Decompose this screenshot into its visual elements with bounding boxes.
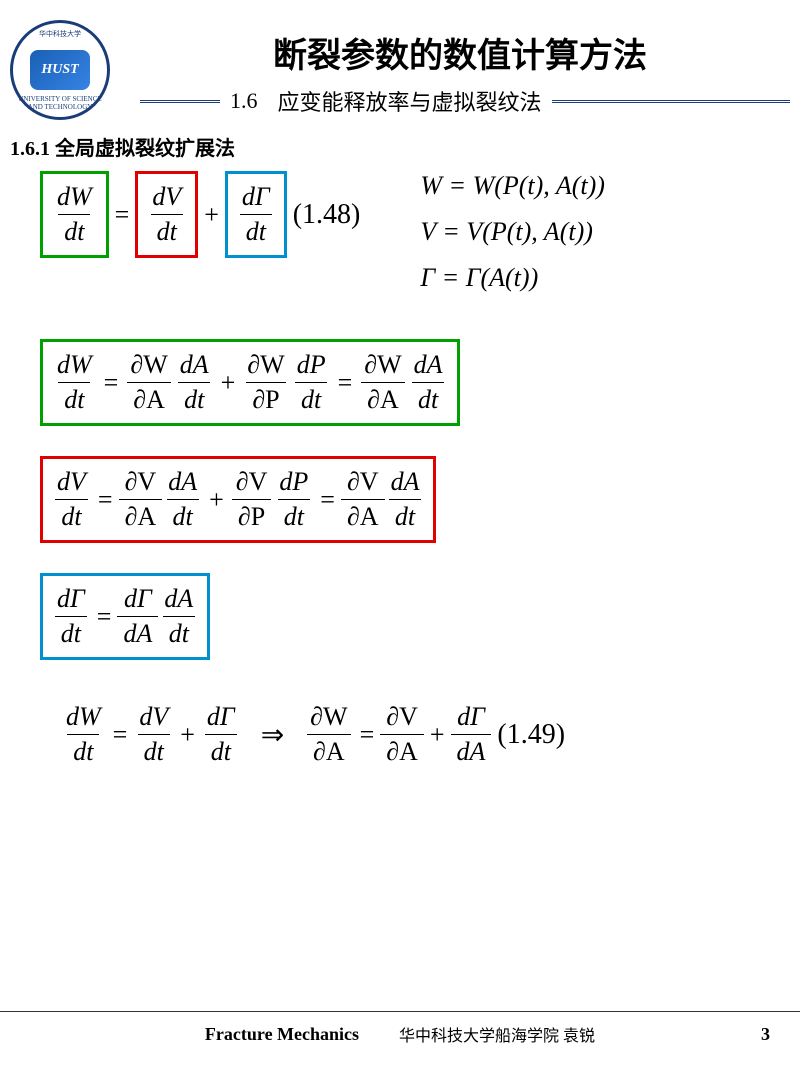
section-name: 应变能释放率与虚拟裂纹法: [278, 85, 542, 117]
section-number: 1.6: [230, 88, 258, 114]
equation-1-48: dWdt = dVdt + dΓdt (1.48): [40, 171, 360, 258]
equation-expansion-W: dWdt = ∂W∂A dAdt + ∂W∂P dPdt = ∂W∂A dAdt: [40, 339, 760, 426]
university-logo: 华中科技大学 HUST UNIVERSITY OF SCIENCE AND TE…: [10, 20, 130, 120]
subsection-heading: 1.6.1 全局虚拟裂纹扩展法: [10, 132, 800, 161]
equation-1-49: dWdt = dVdt + dΓdt ⇒ ∂W∂A = ∂V∂A + dΓdA …: [60, 700, 760, 769]
definitions-block: W = W(P(t), A(t)) V = V(P(t), A(t)) Γ = …: [420, 171, 605, 309]
equation-expansion-V: dVdt = ∂V∂A dAdt + ∂V∂P dPdt = ∂V∂A dAdt: [40, 456, 760, 543]
equation-number: (1.48): [293, 199, 361, 231]
page-number: 3: [761, 1024, 770, 1045]
course-name: Fracture Mechanics: [205, 1024, 359, 1045]
attribution: 华中科技大学船海学院 袁锐: [399, 1022, 595, 1046]
equation-number: (1.49): [497, 719, 565, 751]
footer: Fracture Mechanics 华中科技大学船海学院 袁锐 3: [0, 1011, 800, 1046]
equation-expansion-Gamma: dΓdt = dΓdA dAdt: [40, 573, 760, 660]
